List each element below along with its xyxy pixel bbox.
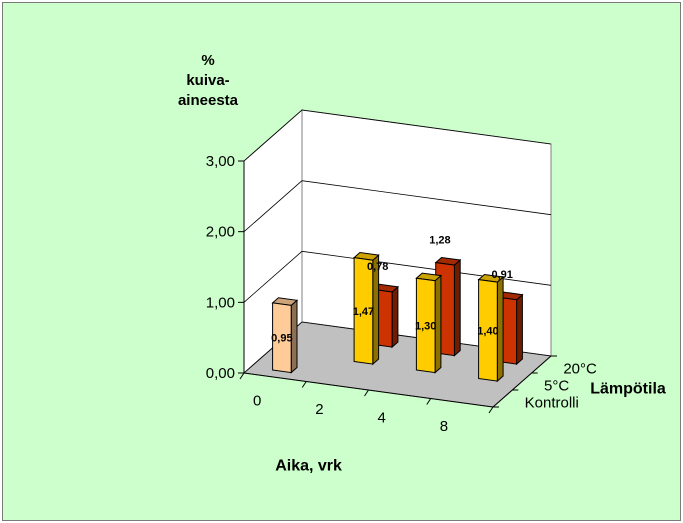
bar (352, 251, 380, 366)
depth-axis-line (492, 355, 552, 408)
bar-front (478, 279, 498, 382)
y-axis-title-line: kuiva- (186, 72, 230, 89)
y-tick-label: 0,00 (206, 365, 235, 382)
y-tick-label: 2,00 (206, 224, 235, 241)
x-tick (239, 372, 245, 380)
y-tick-label: 1,00 (206, 294, 235, 311)
data-label: 1,28 (429, 234, 450, 246)
gridline (243, 180, 552, 233)
y-axis-title: % kuiva- aineesta (163, 51, 253, 111)
y-tick-label: 3,00 (206, 153, 235, 170)
data-label: 1,47 (353, 306, 374, 318)
bars (271, 251, 524, 383)
x-tick (488, 406, 494, 414)
depth-tick-label: Kontrolli (525, 395, 579, 412)
data-label: 1,40 (477, 325, 498, 337)
bar (415, 272, 443, 374)
x-tick-label: 8 (440, 418, 448, 435)
x-tick-label: 2 (315, 401, 323, 418)
x-tick (426, 398, 432, 405)
gridline (243, 109, 552, 162)
data-label: 1,30 (415, 320, 436, 332)
x-tick (301, 381, 307, 388)
bar-front (415, 277, 436, 374)
bar-side (453, 258, 461, 357)
bar (271, 297, 299, 374)
bar-side (516, 293, 523, 366)
y-axis-title-line: aineesta (177, 92, 239, 109)
axes (238, 160, 557, 414)
depth-tick-label: 20°C (563, 361, 597, 378)
x-tick-label: 4 (377, 409, 385, 426)
gridlines (243, 109, 552, 374)
depth-tick-label: 5°C (544, 378, 569, 395)
x-axis-title: Aika, vrk (275, 457, 342, 474)
bar-front (272, 302, 292, 374)
x-tick-label: 0 (253, 392, 261, 409)
data-label: 0,78 (367, 261, 388, 273)
y-axis-title-line: % (201, 52, 215, 69)
gridline (243, 321, 552, 374)
data-label: 0,91 (491, 269, 512, 281)
bar-front (353, 257, 374, 365)
gridline (243, 250, 552, 303)
x-tick (364, 389, 369, 397)
bar (477, 273, 505, 383)
depth-axis-title: Lämpötila (590, 381, 666, 398)
bar-side (391, 285, 399, 349)
data-label: 0,95 (271, 333, 292, 345)
